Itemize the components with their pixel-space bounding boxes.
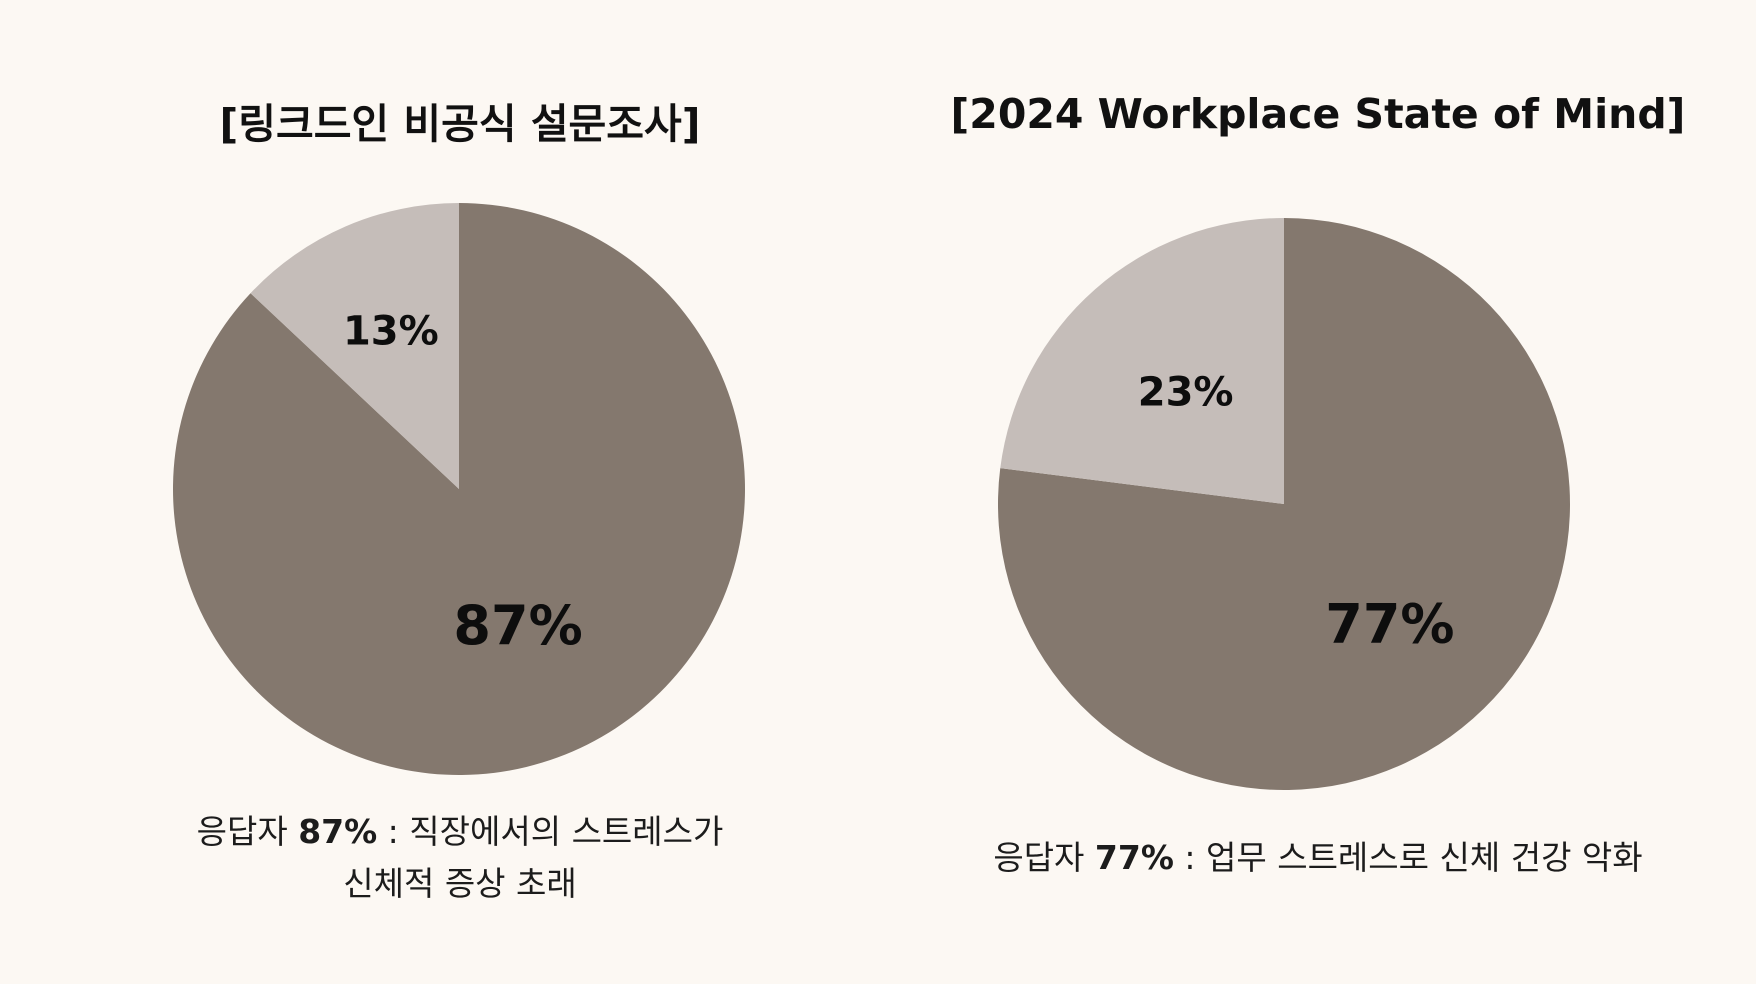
slice-label: 87%: [453, 594, 582, 657]
caption-highlight: 87%: [298, 812, 378, 851]
slice-label: 77%: [1325, 593, 1454, 656]
chart-panel-right: [2024 Workplace State of Mind] 77% 23% 응답…: [880, 0, 1756, 984]
caption-highlight: 77%: [1094, 838, 1174, 877]
caption-suffix: : 업무 스트레스로 신체 건강 악화: [1173, 838, 1643, 877]
chart-caption: 응답자 87% : 직장에서의 스트레스가 신체적 증상 초래: [0, 806, 920, 910]
chart-title: [링크드인 비공식 설문조사]: [219, 100, 701, 148]
chart-title: [2024 Workplace State of Mind]: [950, 90, 1686, 138]
slice-label: 13%: [343, 309, 439, 355]
pie-slice-87: [172, 203, 746, 775]
pie-chart: 77% 23%: [998, 218, 1570, 790]
slice-label: 23%: [1138, 369, 1234, 415]
caption-prefix: 응답자: [196, 812, 299, 851]
pie-slice-23: [1000, 218, 1284, 504]
pie-slice-13: [250, 203, 459, 489]
pie-chart: 87% 13%: [172, 203, 746, 775]
chart-caption: 응답자 77% : 업무 스트레스로 신체 건강 악화: [880, 832, 1756, 884]
caption-prefix: 응답자: [993, 838, 1095, 877]
caption-suffix: : 직장에서의 스트레스가: [377, 812, 724, 851]
caption-line-1: 응답자 77% : 업무 스트레스로 신체 건강 악화: [880, 832, 1756, 884]
chart-panel-left: [링크드인 비공식 설문조사] 87% 13% 응답자 87% : 직장에서의 스…: [0, 100, 920, 910]
caption-line-2: 신체적 증상 초래: [343, 864, 577, 903]
caption-line-1: 응답자 87% : 직장에서의 스트레스가: [0, 806, 920, 858]
